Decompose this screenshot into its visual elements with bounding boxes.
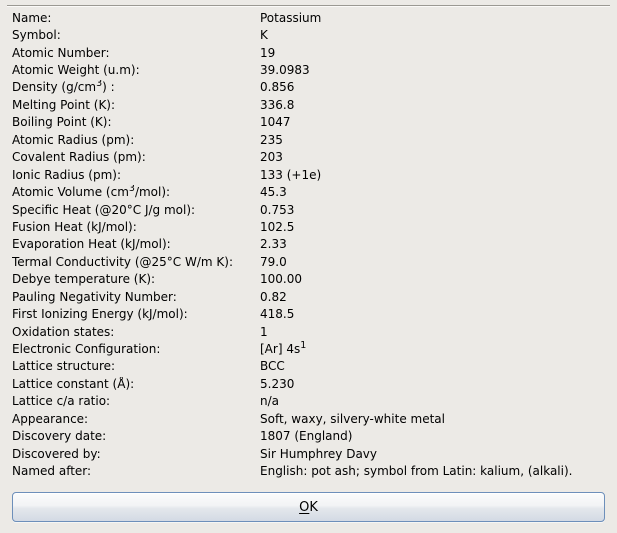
property-value: 1: [260, 324, 268, 339]
property-row: Lattice constant (Å): 5.230: [12, 375, 609, 392]
ok-button-label-rest: K: [309, 499, 318, 515]
property-value: 45.3: [260, 185, 287, 200]
property-row: Lattice structure: BCC: [12, 358, 609, 375]
property-value: K: [260, 28, 268, 43]
property-value: Potassium: [260, 10, 322, 25]
property-row: Discovered by: Sir Humphrey Davy: [12, 445, 609, 462]
property-label: Evaporation Heat (kJ/mol):: [12, 237, 171, 252]
property-value: English: pot ash; symbol from Latin: kal…: [260, 464, 573, 479]
property-label: First Ionizing Energy (kJ/mol):: [12, 307, 188, 322]
ok-button[interactable]: OK: [12, 492, 605, 522]
property-row: Atomic Number: 19: [12, 44, 609, 61]
property-row: Melting Point (K): 336.8: [12, 96, 609, 113]
property-label: Atomic Weight (u.m):: [12, 63, 140, 78]
ok-button-mnemonic: O: [299, 499, 310, 515]
property-label: Atomic Volume (cm3/mol):: [12, 185, 171, 200]
property-value: 5.230: [260, 376, 295, 391]
property-row: Discovery date: 1807 (England): [12, 428, 609, 445]
property-label: Debye temperature (K):: [12, 272, 156, 287]
property-row: Boiling Point (K): 1047: [12, 114, 609, 131]
property-row: Pauling Negativity Number: 0.82: [12, 288, 609, 305]
property-value: 100.00: [260, 272, 302, 287]
property-value: 102.5: [260, 219, 295, 234]
property-label: Atomic Number:: [12, 45, 110, 60]
property-label: Fusion Heat (kJ/mol):: [12, 219, 137, 234]
property-label: Specific Heat (@20°C J/g mol):: [12, 202, 196, 217]
property-row: Fusion Heat (kJ/mol): 102.5: [12, 218, 609, 235]
property-label: Discovery date:: [12, 429, 107, 444]
property-row: Density (g/cm3) : 0.856: [12, 79, 609, 96]
property-label: Atomic Radius (pm):: [12, 132, 135, 147]
property-label: Appearance:: [12, 411, 89, 426]
property-row: Covalent Radius (pm): 203: [12, 149, 609, 166]
property-value: 203: [260, 150, 283, 165]
property-label: Lattice c/a ratio:: [12, 394, 111, 409]
property-value: [Ar] 4s1: [260, 340, 307, 357]
property-row: Termal Conductivity (@25°C W/m K): 79.0: [12, 253, 609, 270]
property-value: n/a: [260, 394, 280, 409]
property-row: Atomic Radius (pm): 235: [12, 131, 609, 148]
property-label: Boiling Point (K):: [12, 115, 112, 130]
property-value: 418.5: [260, 307, 295, 322]
property-value: 39.0983: [260, 63, 310, 78]
separator: [7, 5, 610, 7]
property-value: BCC: [260, 359, 285, 374]
property-row: Appearance: Soft, waxy, silvery-white met…: [12, 410, 609, 427]
property-row: Symbol: K: [12, 26, 609, 43]
property-label: Named after:: [12, 464, 92, 479]
property-label: Oxidation states:: [12, 324, 115, 339]
property-value: 235: [260, 132, 283, 147]
property-label: Electronic Configuration:: [12, 342, 161, 357]
property-value: 1047: [260, 115, 291, 130]
property-value: 0.753: [260, 202, 295, 217]
property-value: 0.856: [260, 80, 295, 95]
property-label: Symbol:: [12, 28, 61, 43]
property-label: Covalent Radius (pm):: [12, 150, 146, 165]
property-value: 0.82: [260, 289, 287, 304]
property-value: 79.0: [260, 254, 287, 269]
property-row: Name: Potassium: [12, 9, 609, 26]
property-row: Debye temperature (K): 100.00: [12, 271, 609, 288]
property-row: Ionic Radius (pm): 133 (+1e): [12, 166, 609, 183]
property-value: 2.33: [260, 237, 287, 252]
property-value: 336.8: [260, 97, 295, 112]
property-label: Lattice structure:: [12, 359, 116, 374]
property-row: Electronic Configuration: [Ar] 4s1: [12, 340, 609, 357]
property-label: Pauling Negativity Number:: [12, 289, 177, 304]
dialog-action-area: OK: [12, 492, 605, 522]
property-row: Specific Heat (@20°C J/g mol): 0.753: [12, 201, 609, 218]
property-value: Sir Humphrey Davy: [260, 446, 378, 461]
property-value: 19: [260, 45, 276, 60]
property-label: Melting Point (K):: [12, 97, 116, 112]
property-value: 1807 (England): [260, 429, 353, 444]
property-row: Evaporation Heat (kJ/mol): 2.33: [12, 236, 609, 253]
property-label: Ionic Radius (pm):: [12, 167, 121, 182]
property-row: First Ionizing Energy (kJ/mol): 418.5: [12, 305, 609, 322]
property-row: Atomic Volume (cm3/mol): 45.3: [12, 183, 609, 200]
property-row: Lattice c/a ratio: n/a: [12, 393, 609, 410]
property-row: Named after: English: pot ash; symbol fro…: [12, 462, 609, 479]
property-label: Termal Conductivity (@25°C W/m K):: [12, 254, 233, 269]
property-row: Oxidation states: 1: [12, 323, 609, 340]
property-value: 133 (+1e): [260, 167, 322, 182]
property-row: Atomic Weight (u.m): 39.0983: [12, 61, 609, 78]
property-value: Soft, waxy, silvery-white metal: [260, 411, 445, 426]
property-label: Density (g/cm3) :: [12, 80, 115, 95]
property-label: Name:: [12, 10, 52, 25]
properties-list: Name: Potassium Symbol: K Atomic Number: 19 At…: [12, 9, 609, 480]
property-label: Discovered by:: [12, 446, 101, 461]
property-label: Lattice constant (Å):: [12, 376, 135, 391]
